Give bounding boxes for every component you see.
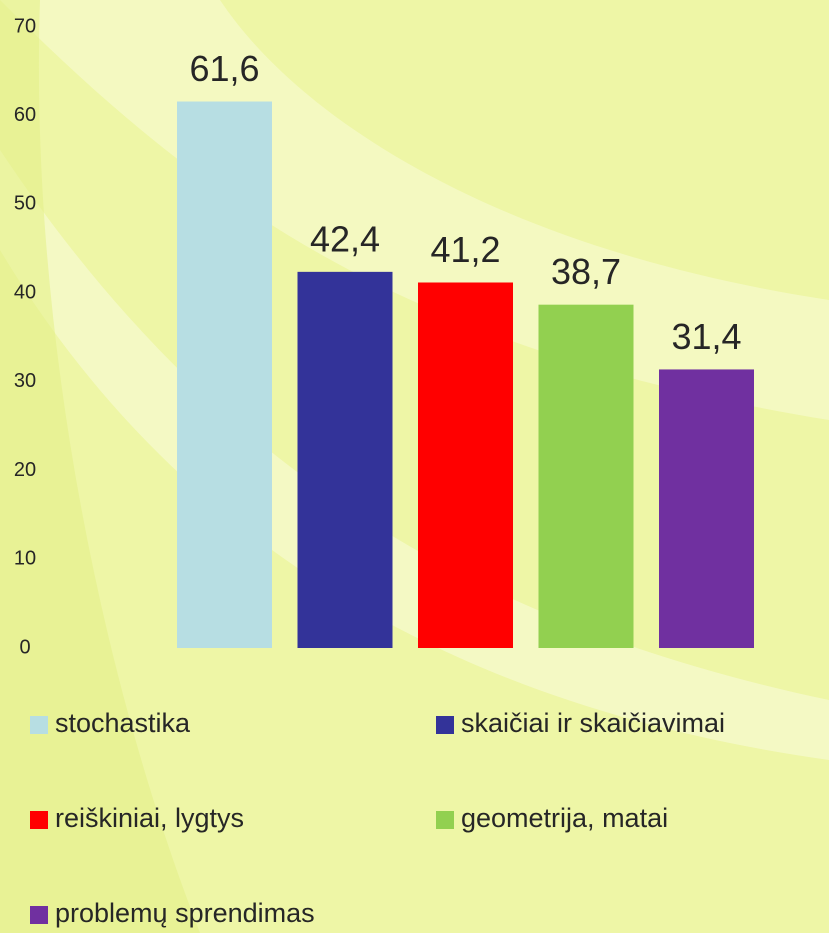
- legend-swatch: [436, 811, 454, 829]
- y-tick-label: 0: [19, 636, 30, 658]
- legend-label: geometrija, matai: [461, 803, 668, 833]
- y-tick-label: 50: [14, 193, 36, 215]
- legend-label: stochastika: [55, 708, 191, 738]
- legend-label: reiškiniai, lygtys: [55, 803, 244, 833]
- bar: [297, 271, 393, 648]
- bar: [418, 282, 513, 648]
- y-tick-label: 20: [14, 459, 36, 481]
- legend-swatch: [30, 906, 48, 924]
- data-label: 61,6: [189, 48, 259, 89]
- bar: [538, 304, 634, 648]
- background-swoosh: [0, 150, 829, 760]
- legend-swatch: [30, 811, 48, 829]
- legend-label: problemų sprendimas: [55, 898, 315, 928]
- data-label: 42,4: [310, 218, 380, 259]
- y-tick-label: 30: [14, 370, 36, 392]
- y-tick-label: 70: [14, 15, 36, 37]
- y-tick-label: 60: [14, 104, 36, 126]
- legend-label: skaičiai ir skaičiavimai: [461, 708, 725, 738]
- background-band: [0, 0, 200, 933]
- y-tick-label: 40: [14, 281, 36, 303]
- data-label: 31,4: [671, 316, 741, 357]
- legend-swatch: [436, 716, 454, 734]
- y-tick-label: 10: [14, 548, 36, 570]
- bar: [177, 101, 272, 648]
- bar: [659, 369, 754, 648]
- data-label: 38,7: [551, 251, 621, 292]
- data-label: 41,2: [430, 229, 500, 270]
- legend-swatch: [30, 716, 48, 734]
